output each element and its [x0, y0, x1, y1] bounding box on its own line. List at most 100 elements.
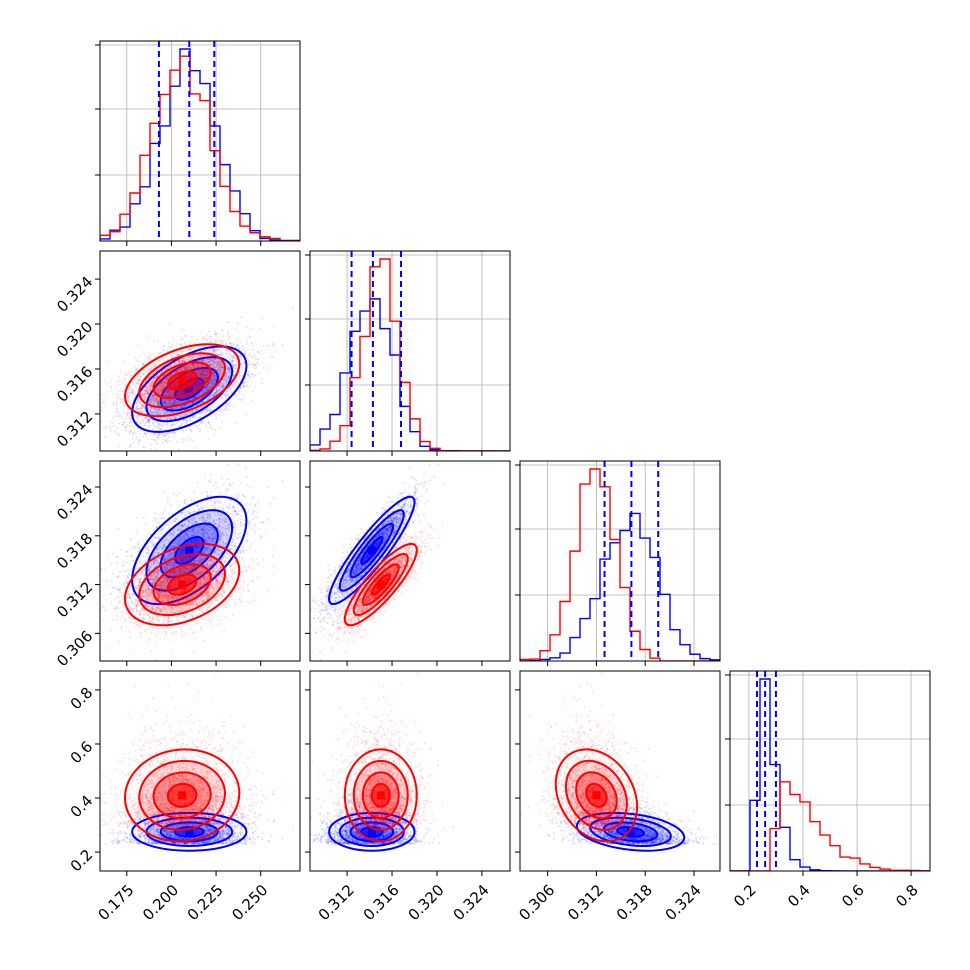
scatter-point	[232, 356, 235, 359]
scatter-point	[212, 376, 215, 379]
scatter-point	[188, 359, 191, 362]
scatter-point	[228, 375, 231, 378]
scatter-point	[213, 362, 216, 365]
scatter-point	[140, 393, 143, 396]
scatter-point	[256, 363, 259, 366]
scatter-point	[202, 364, 205, 367]
scatter-point	[171, 423, 174, 426]
scatter-point	[228, 374, 231, 377]
scatter-point	[173, 432, 176, 435]
scatter-point	[218, 402, 221, 405]
scatter-point	[207, 330, 210, 333]
scatter-point	[142, 418, 145, 421]
scatter-point	[248, 387, 251, 390]
scatter-point	[172, 435, 175, 438]
scatter-point	[220, 365, 223, 368]
panel-frame	[99, 40, 301, 242]
scatter-point	[151, 428, 154, 431]
scatter-point	[175, 352, 178, 355]
scatter-point	[199, 368, 202, 371]
scatter-point	[163, 401, 166, 404]
scatter-point	[198, 416, 201, 419]
scatter-point	[125, 394, 128, 397]
scatter-point	[129, 403, 132, 406]
scatter-point	[157, 410, 160, 413]
scatter-point	[228, 367, 231, 370]
scatter-point	[208, 371, 211, 374]
scatter-point	[151, 398, 154, 401]
scatter-point	[168, 403, 171, 406]
scatter-point	[135, 382, 138, 385]
scatter-point	[118, 434, 121, 437]
scatter-point	[114, 411, 117, 414]
scatter-point	[255, 341, 258, 344]
scatter-point	[128, 417, 131, 420]
scatter-point	[212, 350, 215, 353]
scatter-point	[197, 412, 200, 415]
scatter-point	[135, 376, 138, 379]
scatter-point	[112, 404, 115, 407]
scatter-point	[159, 417, 162, 420]
scatter-point	[214, 341, 217, 344]
scatter-point	[189, 348, 192, 351]
scatter-point	[178, 359, 181, 362]
scatter-point	[228, 336, 231, 339]
scatter-point	[213, 433, 216, 436]
scatter-point	[157, 434, 160, 437]
scatter-point	[138, 439, 141, 442]
scatter-point	[158, 424, 161, 427]
scatter-point	[206, 370, 209, 373]
scatter-point	[154, 413, 157, 416]
scatter-point	[219, 387, 222, 390]
scatter-point	[163, 401, 166, 404]
scatter-point	[208, 364, 211, 367]
scatter-point	[252, 389, 255, 392]
scatter-point	[117, 422, 120, 425]
scatter-point	[151, 396, 154, 399]
scatter-point	[215, 388, 218, 391]
scatter-point	[135, 382, 138, 385]
scatter-point	[225, 343, 228, 346]
scatter-point	[180, 360, 183, 363]
scatter-point	[165, 410, 168, 413]
scatter-point	[203, 391, 206, 394]
scatter-point	[135, 368, 138, 371]
scatter-point	[239, 387, 242, 390]
scatter-point	[225, 391, 228, 394]
scatter-point	[204, 384, 207, 387]
scatter-point	[191, 363, 194, 366]
scatter-point	[143, 445, 146, 448]
scatter-point	[136, 380, 139, 383]
scatter-point	[204, 388, 207, 391]
scatter-point	[156, 398, 159, 401]
scatter-point	[180, 368, 183, 371]
scatter-point	[209, 379, 212, 382]
scatter-point	[232, 356, 235, 359]
scatter-point	[123, 418, 126, 421]
scatter-point	[198, 369, 201, 372]
scatter-point	[218, 366, 221, 369]
scatter-point	[201, 359, 204, 362]
scatter-point	[225, 389, 228, 392]
scatter-point	[214, 349, 217, 352]
scatter-point	[220, 371, 223, 374]
scatter-point	[213, 358, 216, 361]
scatter-point	[209, 349, 212, 352]
scatter-point	[171, 411, 174, 414]
scatter-point	[225, 396, 228, 399]
scatter-point	[202, 335, 205, 338]
scatter-point	[229, 342, 232, 345]
scatter-point	[124, 374, 127, 377]
scatter-point	[137, 415, 140, 418]
scatter-point	[150, 354, 153, 357]
scatter-point	[221, 353, 224, 356]
scatter-point	[224, 405, 227, 408]
scatter-point	[173, 402, 176, 405]
scatter-point	[201, 359, 204, 362]
scatter-point	[180, 350, 183, 353]
scatter-point	[150, 407, 153, 410]
scatter-point	[217, 363, 220, 366]
scatter-point	[229, 342, 232, 345]
scatter-point	[166, 391, 169, 394]
scatter-point	[164, 411, 167, 414]
